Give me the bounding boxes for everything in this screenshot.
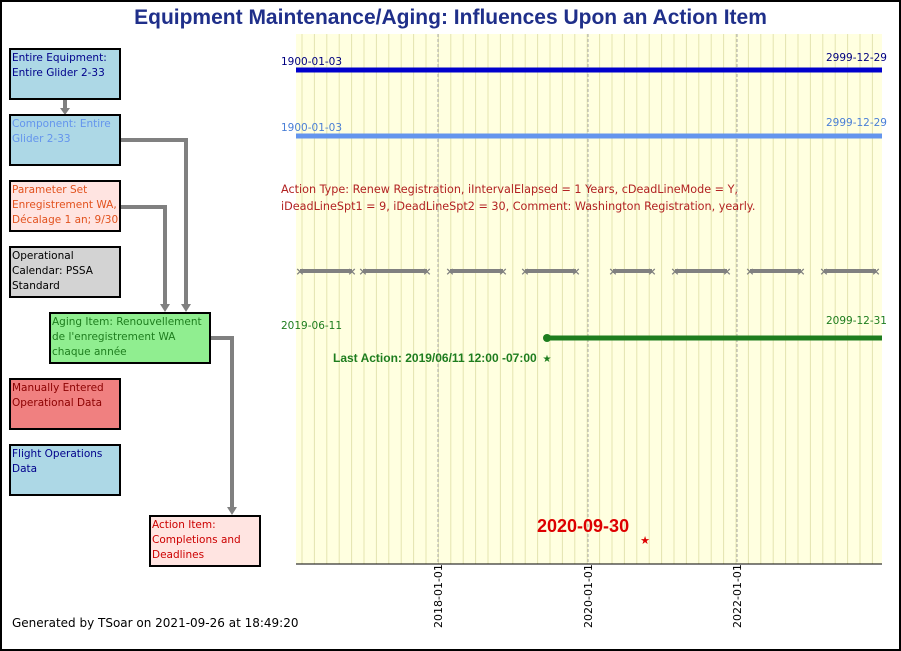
minor-gridlines — [301, 34, 873, 564]
connector-arrowheads — [60, 108, 237, 515]
segment-end-x-icon: × — [796, 265, 805, 278]
arrowhead-icon — [227, 507, 237, 515]
page-title: Equipment Maintenance/Aging: Influences … — [134, 6, 767, 29]
action-type-line-2: iDeadLineSpt1 = 9, iDeadLineSpt2 = 30, C… — [281, 200, 755, 213]
action-item-box[interactable]: Action Item: Completions and Deadlines — [149, 515, 261, 567]
segment-end-x-icon: × — [571, 265, 580, 278]
segment-end-x-icon: × — [745, 265, 754, 278]
deadline-star-icon: ★ — [640, 534, 650, 547]
last-action-label: Last Action: 2019/06/11 12:00 -07:00 — [333, 351, 537, 365]
deadline-label: 2020-09-30 — [537, 516, 629, 536]
timeline-background — [296, 34, 882, 564]
component-bar-start-label: 1900-01-03 — [281, 122, 342, 134]
arrowhead-icon — [160, 304, 170, 312]
aging-item-start-marker — [543, 334, 551, 342]
flight-operations-box[interactable]: Flight Operations Data — [9, 444, 121, 496]
segment-end-x-icon: × — [647, 265, 656, 278]
connector-parameter-to-aging — [121, 205, 167, 306]
entire-equipment-box[interactable]: Entire Equipment: Entire Glider 2-33 — [9, 48, 121, 100]
segment-end-x-icon: × — [295, 265, 304, 278]
equipment-bar-start-label: 1900-01-03 — [281, 56, 342, 68]
arrowhead-icon — [60, 108, 70, 115]
aging-bar-end-label: 2099-12-31 — [826, 315, 887, 327]
connector-aging-to-action — [211, 336, 234, 509]
segment-end-x-icon: × — [520, 265, 529, 278]
segment-end-x-icon: × — [347, 265, 356, 278]
segment-end-x-icon: × — [670, 265, 679, 278]
segment-end-x-icon: × — [722, 265, 731, 278]
action-type-line-1: Action Type: Renew Registration, iInterv… — [281, 183, 738, 196]
component-box[interactable]: Component: Entire Glider 2-33 — [9, 114, 121, 166]
segment-end-x-icon: × — [445, 265, 454, 278]
tick-label-2022: 2022-01-01 — [731, 564, 744, 628]
segment-end-x-icon: × — [608, 265, 617, 278]
aging-bar-start-label: 2019-06-11 — [281, 320, 342, 332]
equipment-bar-end-label: 2999-12-29 — [826, 52, 887, 64]
segment-end-x-icon: × — [498, 265, 507, 278]
tick-label-2020: 2020-01-01 — [582, 564, 595, 628]
segment-end-x-icon: × — [358, 265, 367, 278]
arrowhead-icon — [181, 304, 191, 312]
influence-connectors — [63, 99, 234, 509]
operational-calendar-box[interactable]: Operational Calendar: PSSA Standard — [9, 246, 121, 298]
segment-end-x-icon: × — [819, 265, 828, 278]
segment-end-x-icon: × — [871, 265, 880, 278]
tick-label-2018: 2018-01-01 — [432, 564, 445, 628]
last-action-star-icon: ★ — [543, 354, 552, 365]
aging-item-box[interactable]: Aging Item: Renouvellement de l'enregist… — [49, 312, 211, 364]
manual-data-box[interactable]: Manually Entered Operational Data — [9, 378, 121, 430]
parameter-set-box[interactable]: Parameter Set Enregistrement WA, Décalag… — [9, 180, 121, 232]
connector-component-to-aging — [121, 138, 188, 306]
major-gridlines — [437, 34, 738, 564]
segment-end-x-icon: × — [422, 265, 431, 278]
generated-footer: Generated by TSoar on 2021-09-26 at 18:4… — [12, 616, 299, 630]
operational-calendar-segments: × × × × × × × × × × × × × × × × — [295, 265, 880, 278]
component-bar-end-label: 2999-12-29 — [826, 117, 887, 129]
